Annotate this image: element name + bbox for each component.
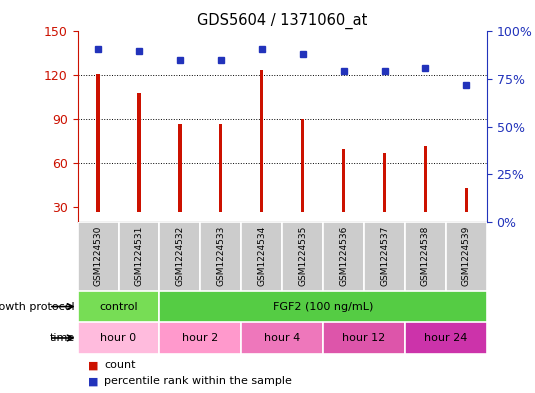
Bar [96, 74, 100, 212]
Bar [383, 153, 386, 212]
Text: GSM1224538: GSM1224538 [421, 226, 430, 286]
Text: hour 2: hour 2 [182, 333, 218, 343]
Text: hour 12: hour 12 [342, 333, 386, 343]
Bar [342, 149, 345, 212]
Bar [241, 322, 323, 354]
Text: growth protocol: growth protocol [0, 301, 75, 312]
Text: ■: ■ [88, 360, 99, 371]
Title: GDS5604 / 1371060_at: GDS5604 / 1371060_at [197, 13, 368, 29]
Text: count: count [104, 360, 136, 371]
Text: hour 24: hour 24 [424, 333, 468, 343]
Text: time: time [50, 333, 75, 343]
Bar [364, 222, 405, 291]
Text: GSM1224537: GSM1224537 [380, 226, 389, 286]
Text: GSM1224535: GSM1224535 [298, 226, 307, 286]
Text: control: control [99, 301, 138, 312]
Bar [159, 291, 487, 322]
Text: ■: ■ [88, 376, 99, 386]
Bar [323, 322, 405, 354]
Bar [137, 93, 141, 212]
Text: GSM1224533: GSM1224533 [216, 226, 225, 286]
Bar [159, 222, 201, 291]
Bar [219, 124, 223, 212]
Bar [78, 291, 159, 322]
Text: GSM1224534: GSM1224534 [257, 226, 266, 286]
Bar [78, 322, 159, 354]
Bar [159, 322, 241, 354]
Text: GSM1224532: GSM1224532 [175, 226, 185, 286]
Bar [78, 222, 119, 291]
Bar [260, 70, 263, 212]
Bar [201, 222, 241, 291]
Bar [446, 222, 487, 291]
Text: percentile rank within the sample: percentile rank within the sample [104, 376, 292, 386]
Bar [405, 222, 446, 291]
Bar [465, 188, 468, 212]
Text: GSM1224530: GSM1224530 [94, 226, 103, 286]
Text: GSM1224539: GSM1224539 [462, 226, 471, 286]
Bar [301, 119, 304, 212]
Bar [119, 222, 159, 291]
Text: hour 0: hour 0 [101, 333, 136, 343]
Bar [178, 124, 181, 212]
Text: hour 4: hour 4 [264, 333, 300, 343]
Text: GSM1224536: GSM1224536 [339, 226, 348, 286]
Text: FGF2 (100 ng/mL): FGF2 (100 ng/mL) [273, 301, 373, 312]
Bar [282, 222, 323, 291]
Bar [405, 322, 487, 354]
Bar [323, 222, 364, 291]
Text: GSM1224531: GSM1224531 [134, 226, 143, 286]
Bar [424, 146, 427, 212]
Bar [241, 222, 282, 291]
